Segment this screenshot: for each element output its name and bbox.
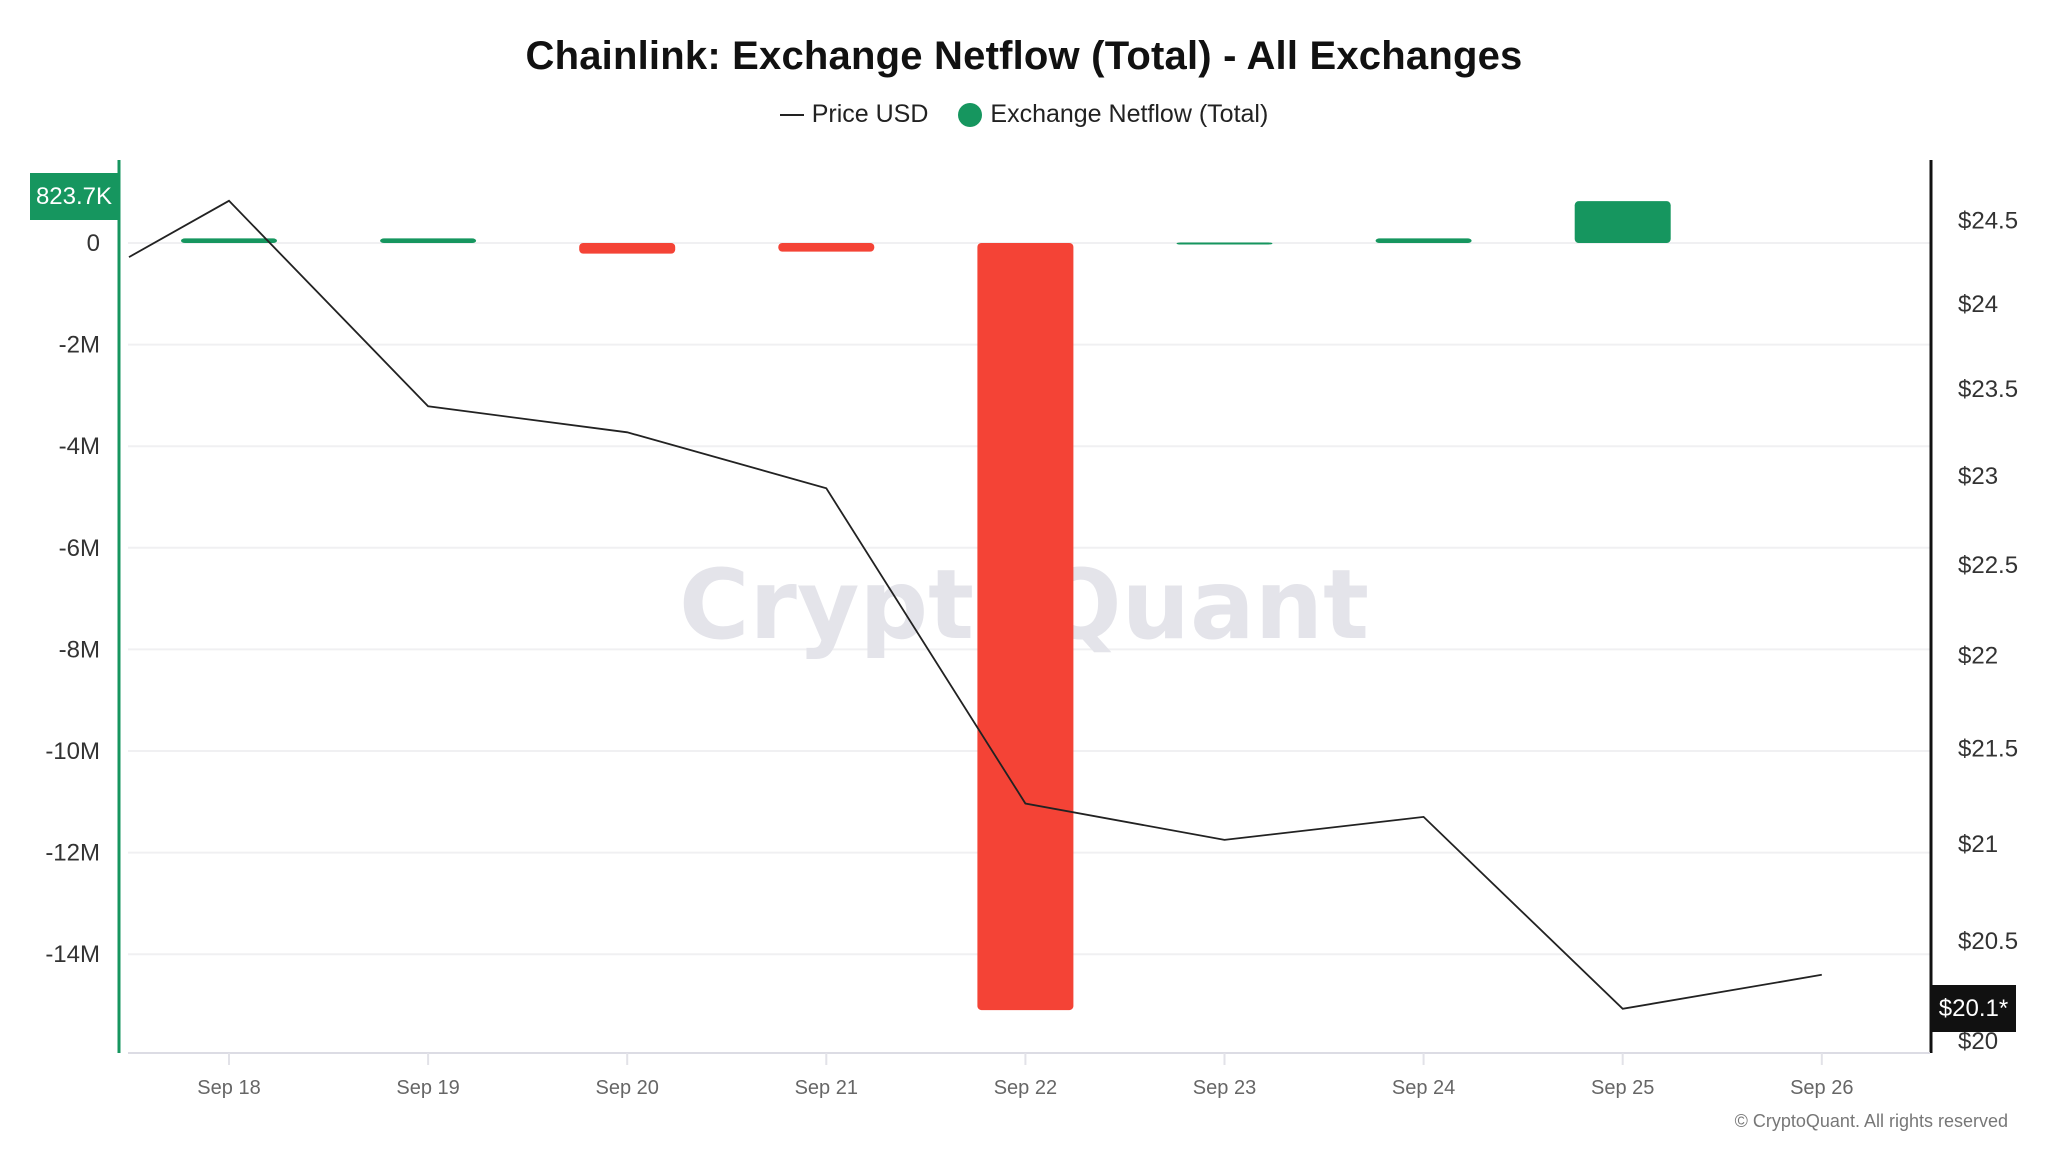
legend: Price USD Exchange Netflow (Total)	[0, 100, 2048, 129]
left-axis-tick-label: -4M	[59, 433, 100, 460]
right-axis-tick-label: $22.5	[1958, 552, 2018, 579]
legend-label-price: Price USD	[811, 100, 929, 128]
left-axis-tick-label: 0	[87, 230, 100, 257]
x-axis-tick-label: Sep 19	[396, 1077, 459, 1099]
netflow-bar	[1574, 201, 1671, 243]
netflow-bar	[181, 238, 277, 243]
left-axis-tick-label: -10M	[45, 738, 100, 765]
left-axis-tick-label: -6M	[59, 535, 100, 562]
right-axis-current-value-tag: $20.1*	[1931, 985, 2016, 1032]
x-axis-tick-label: Sep 21	[795, 1077, 858, 1099]
left-axis-tick-label: -8M	[59, 636, 100, 663]
left-axis-tick-label: -2M	[59, 332, 100, 359]
x-axis-tick-label: Sep 18	[197, 1077, 260, 1099]
right-axis-tick-label: $24	[1958, 291, 1998, 318]
left-axis-tick-label: -12M	[45, 840, 100, 867]
netflow-bar	[977, 243, 1074, 1011]
chart-title: Chainlink: Exchange Netflow (Total) - Al…	[525, 34, 1523, 78]
line-marker-icon	[779, 113, 804, 116]
left-axis-tick-label: -14M	[45, 941, 100, 968]
legend-item-price[interactable]: Price USD	[779, 100, 929, 129]
left-axis-current-value-tag: 823.7K	[30, 173, 118, 220]
right-axis-tick-label: $22	[1958, 643, 1998, 670]
copyright-footer: © CryptoQuant. All rights reserved	[1734, 1111, 2008, 1131]
netflow-bar	[1176, 242, 1273, 245]
legend-label-netflow: Exchange Netflow (Total)	[990, 100, 1269, 128]
right-axis-tick-label: $20	[1958, 1028, 1998, 1055]
netflow-bar	[579, 243, 676, 254]
right-axis-tick-label: $24.5	[1958, 208, 2018, 235]
x-axis-tick-label: Sep 25	[1591, 1077, 1654, 1099]
right-axis-tick-label: $21.5	[1958, 736, 2018, 763]
price-line	[128, 199, 1822, 1010]
legend-item-netflow[interactable]: Exchange Netflow (Total)	[958, 100, 1268, 129]
x-axis-tick-label: Sep 22	[994, 1077, 1057, 1099]
right-axis-tick-label: $20.5	[1958, 928, 2018, 955]
x-axis-tick-label: Sep 23	[1193, 1077, 1256, 1099]
right-axis-tick-label: $21	[1958, 831, 1998, 858]
x-axis-tick-label: Sep 24	[1392, 1077, 1455, 1099]
netflow-bar	[778, 243, 875, 252]
right-axis-tick-label: $23.5	[1958, 376, 2018, 403]
netflow-bar	[1375, 238, 1472, 243]
netflow-bar	[380, 238, 477, 243]
x-axis-tick-label: Sep 20	[596, 1077, 659, 1099]
x-axis-tick-label: Sep 26	[1790, 1077, 1853, 1099]
dot-marker-icon	[958, 102, 983, 127]
right-axis-tick-label: $23	[1958, 463, 1998, 490]
